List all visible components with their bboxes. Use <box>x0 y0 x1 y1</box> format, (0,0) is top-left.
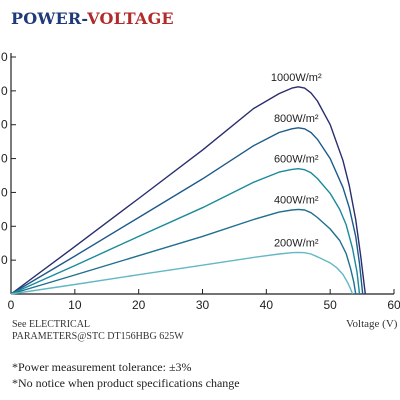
chart-title-power: POWER- <box>11 9 88 28</box>
series-label: 800W/m² <box>274 113 319 125</box>
y-tick-label: 0 <box>1 118 8 132</box>
x-tick-label: 50 <box>323 298 337 312</box>
series-line <box>10 208 357 295</box>
stc-note: See ELECTRICAL PARAMETERS@STC DT156HBG 6… <box>12 319 184 343</box>
series-label: 1000W/m² <box>271 72 322 84</box>
x-tick-label: 40 <box>260 298 274 312</box>
footnote-tolerance: *Power measurement tolerance: ±3% <box>12 360 192 374</box>
x-axis-label: Voltage (V) <box>346 318 398 330</box>
y-tick-label: 0 <box>1 185 8 199</box>
y-tick-label: 0 <box>1 253 8 267</box>
chart-title-voltage: VOLTAGE <box>87 9 174 28</box>
x-tick-label: 10 <box>68 298 82 312</box>
x-tick-label: 20 <box>132 298 146 312</box>
series-label: 400W/m² <box>274 194 319 206</box>
plot-area: 0 0 0 0 0 0 0 0 10 20 30 40 50 60 1000W/m² 800W/m² 600W/… <box>1 50 400 312</box>
stc-note-line1: See ELECTRICAL <box>12 319 91 330</box>
y-tick-label: 0 <box>1 219 8 233</box>
x-tick-label: 60 <box>387 298 400 312</box>
series-line <box>10 127 364 295</box>
y-tick-label: 0 <box>1 50 8 64</box>
series-line <box>10 251 354 295</box>
x-tick-label: 30 <box>196 298 210 312</box>
stc-note-line2: PARAMETERS@STC DT156HBG 625W <box>12 331 184 342</box>
series-line <box>10 86 366 295</box>
chart-title: POWER-VOLTAGE <box>11 9 174 28</box>
series-line <box>10 167 361 295</box>
y-tick-label: 0 <box>1 152 8 166</box>
footnote-notice: *No notice when product specifications c… <box>12 376 240 390</box>
series-label: 600W/m² <box>274 154 319 166</box>
series-label: 200W/m² <box>274 237 319 249</box>
y-tick-label: 0 <box>1 84 8 98</box>
x-tick-label: 0 <box>8 298 15 312</box>
